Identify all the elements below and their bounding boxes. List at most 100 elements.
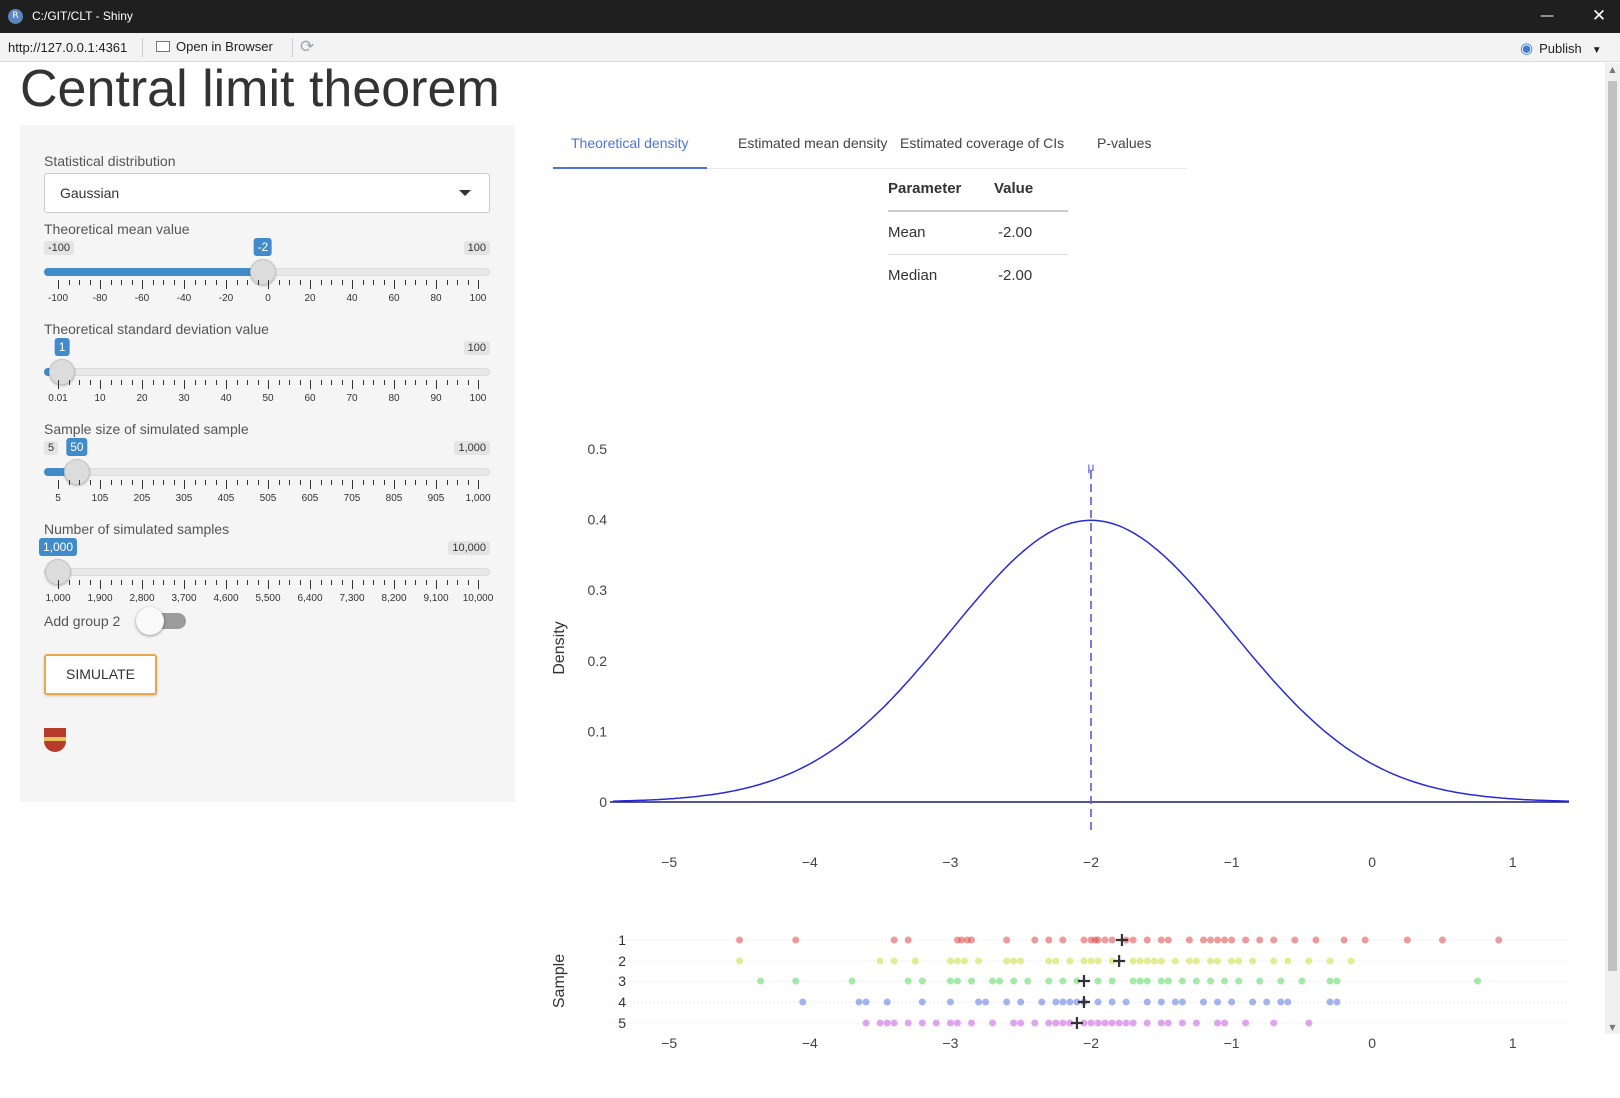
slider-tick-label: 100	[469, 393, 487, 404]
scroll-down-icon[interactable]: ▼	[1609, 1023, 1616, 1032]
slider-tick	[163, 380, 164, 385]
sample-point	[876, 1019, 884, 1027]
sample-point	[799, 998, 807, 1006]
tab-estimated-coverage-of-cis[interactable]: Estimated coverage of CIs	[900, 135, 1065, 151]
publish-button[interactable]: ◉ Publish ▼	[1520, 39, 1602, 57]
sample-point	[1003, 998, 1011, 1006]
sample-point	[1214, 998, 1222, 1006]
slider-track[interactable]	[44, 568, 490, 576]
slider-tick	[331, 580, 332, 585]
open-in-browser-button[interactable]: Open in Browser	[156, 39, 273, 54]
sample-point	[1474, 977, 1482, 985]
slider-tick	[320, 380, 322, 385]
slider-tick	[131, 580, 133, 585]
slider-tick	[436, 280, 437, 289]
sample-point	[1178, 977, 1186, 985]
sample-point	[1438, 936, 1446, 944]
sample-point	[911, 957, 919, 965]
vertical-scrollbar[interactable]: ▲ ▼	[1605, 63, 1620, 1034]
sample-point	[1403, 936, 1411, 944]
sample-point	[1164, 936, 1172, 944]
sample-point	[1108, 977, 1116, 985]
slider-handle[interactable]	[49, 359, 76, 385]
sample-point	[1017, 1019, 1025, 1027]
slider-tick	[457, 480, 458, 485]
r-app-icon: R	[8, 9, 23, 24]
distribution-select[interactable]: Gaussian	[44, 173, 490, 213]
tab-theoretical-density[interactable]: Theoretical density	[553, 127, 707, 169]
slider-tick	[205, 280, 206, 285]
sample-point	[1228, 957, 1236, 965]
sample-point	[1333, 998, 1341, 1006]
sample-point	[1108, 998, 1116, 1006]
slider-tick	[425, 280, 427, 285]
slider-handle[interactable]	[63, 459, 90, 485]
slider-tick	[352, 380, 353, 389]
slider-tick	[121, 580, 122, 585]
scroll-up-icon[interactable]: ▲	[1609, 65, 1616, 74]
slider-tick	[457, 380, 458, 385]
sample-point	[1333, 977, 1341, 985]
sample-point	[1108, 957, 1116, 965]
slider-tick-label: 1,000	[465, 493, 491, 504]
slider-tick	[89, 380, 91, 385]
slider-tick	[110, 280, 112, 285]
sample-point	[1108, 1019, 1116, 1027]
sample-point	[1073, 977, 1081, 985]
toggle-knob[interactable]	[136, 607, 164, 635]
slider-tick	[415, 380, 416, 385]
slider-tick	[436, 380, 437, 389]
slider-track[interactable]	[44, 468, 490, 476]
tab-p-values[interactable]: P-values	[1097, 135, 1152, 151]
sample-point	[1178, 998, 1186, 1006]
slider-handle[interactable]	[249, 259, 276, 285]
close-button[interactable]: ✕	[1578, 0, 1620, 33]
sample-point	[1178, 1019, 1186, 1027]
sample-point	[932, 1019, 940, 1027]
slider-tick	[415, 580, 416, 585]
sample-point	[1340, 936, 1348, 944]
scrollbar-thumb[interactable]	[1608, 81, 1617, 971]
slider-tick	[131, 280, 133, 285]
range-slider[interactable]: 5 1,000 50 5 105 205 305 405 505 605 705 805 905 1,00…	[44, 438, 491, 521]
minimize-button[interactable]: —	[1540, 8, 1554, 24]
sample-x-tick-label: 1	[1509, 1035, 1517, 1051]
range-slider[interactable]: 100 1 0.01 10 20 30 40 50 60 70 80 90 100	[44, 338, 490, 421]
slider-tick	[205, 480, 206, 485]
sample-point	[918, 998, 926, 1006]
y-tick-label: 0.5	[588, 441, 608, 457]
tab-estimated-mean-density[interactable]: Estimated mean density	[738, 135, 888, 151]
slider-tick	[121, 380, 122, 385]
slider-tick	[58, 380, 59, 389]
slider-tick	[404, 380, 406, 385]
slider-tick	[310, 580, 311, 589]
slider-tick-label: 1,900	[87, 593, 113, 604]
sample-point	[953, 1019, 961, 1027]
x-tick-label: −1	[1224, 854, 1240, 870]
slider-tick	[205, 380, 206, 385]
range-slider[interactable]: 10,000 1,000 1,000 1,900 2,800 3,700 4,600 5,50…	[38, 538, 493, 621]
slider-tick	[289, 280, 290, 285]
sample-mean-marker	[1115, 934, 1128, 946]
slider-tick	[352, 580, 353, 589]
sample-point	[1221, 1019, 1229, 1027]
simulate-button[interactable]: SIMULATE	[44, 654, 157, 695]
slider-tick	[299, 280, 301, 285]
x-tick-label: −4	[802, 854, 818, 870]
group2-toggle[interactable]	[136, 607, 188, 635]
slider-tick-label: 805	[385, 493, 403, 504]
slider-track[interactable]	[44, 368, 490, 376]
slider-tick	[320, 480, 322, 485]
refresh-icon[interactable]: ⟳	[300, 37, 315, 56]
slider-tick	[331, 380, 332, 385]
slider-tick-label: 1,000	[45, 593, 71, 604]
range-slider[interactable]: -100 100 -2 -100 -80 -60 -40 -20 0 20 40 60 80 100	[44, 238, 490, 321]
sample-point	[1003, 936, 1011, 944]
sample-point	[1298, 977, 1306, 985]
slider-tick-label: 4,600	[213, 593, 239, 604]
slider-tick-label: 5,500	[255, 593, 281, 604]
sample-point	[1003, 957, 1011, 965]
sample-point	[1284, 998, 1292, 1006]
slider-tick-label: 40	[346, 293, 358, 304]
sample-point	[968, 977, 975, 985]
